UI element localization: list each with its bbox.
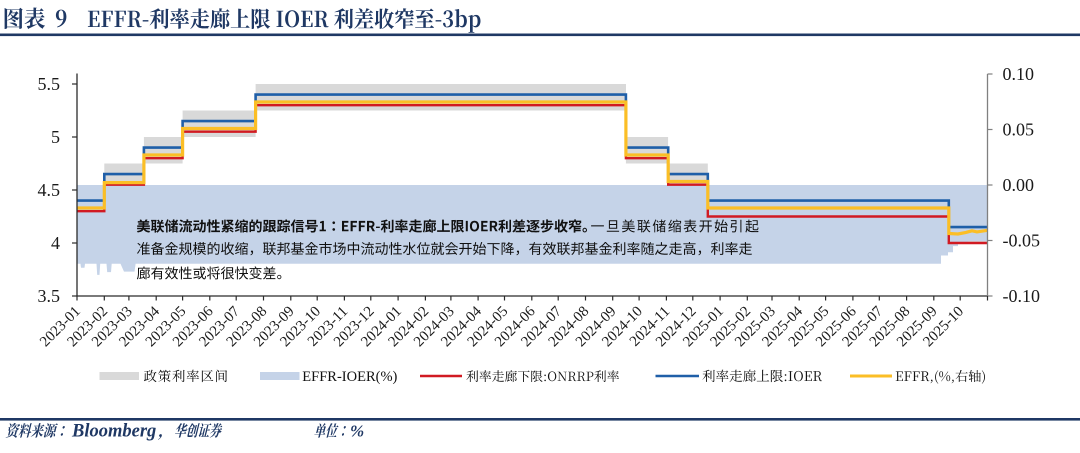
svg-text:5.5: 5.5	[38, 74, 61, 94]
svg-text:0.05: 0.05	[1003, 119, 1035, 139]
svg-text:4.5: 4.5	[38, 180, 61, 200]
svg-text:Bloomberg: Bloomberg	[71, 421, 156, 441]
svg-text:EFFR-IOER(%): EFFR-IOER(%)	[302, 369, 397, 385]
svg-text:0.10: 0.10	[1003, 64, 1035, 84]
svg-text:-0.05: -0.05	[1003, 230, 1041, 250]
svg-text:4: 4	[51, 233, 60, 253]
svg-text:3.5: 3.5	[38, 286, 61, 306]
svg-text:-0.10: -0.10	[1003, 286, 1041, 306]
svg-text:5: 5	[51, 127, 60, 147]
svg-text:%: %	[350, 421, 364, 440]
svg-text:0.00: 0.00	[1003, 175, 1035, 195]
